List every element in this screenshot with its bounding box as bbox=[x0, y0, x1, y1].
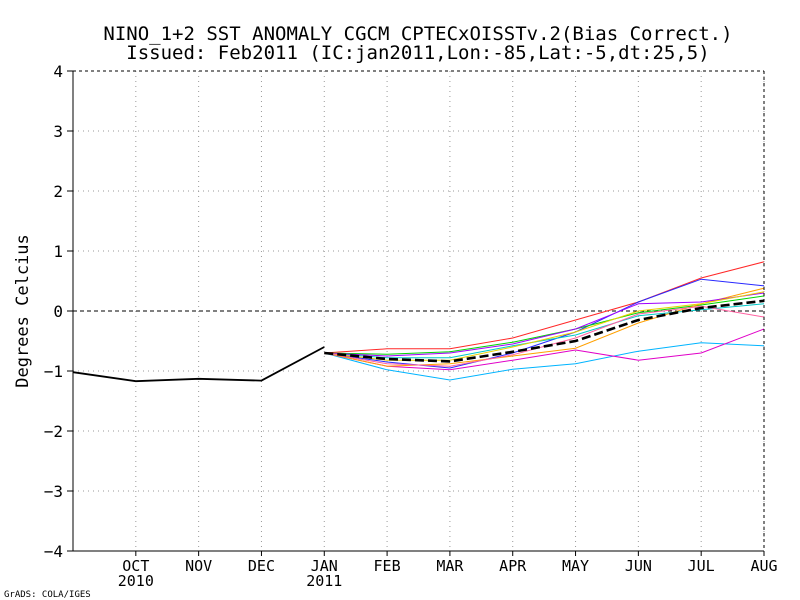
series-member-blue bbox=[324, 278, 765, 369]
y-tick-label: −4 bbox=[44, 542, 63, 561]
y-tick-label: 0 bbox=[53, 302, 63, 321]
x-tick-label: OCT bbox=[122, 557, 149, 575]
chart-title: NINO_1+2 SST ANOMALY CGCM CPTECxOISSTv.2… bbox=[103, 23, 732, 45]
series-member-cyan bbox=[324, 342, 765, 381]
y-tick-label: −2 bbox=[44, 422, 63, 441]
x-tick-label: APR bbox=[499, 557, 527, 575]
series-member-red bbox=[324, 261, 765, 354]
x-tick-label: JUL bbox=[688, 557, 715, 575]
x-tick-sublabel: 2011 bbox=[306, 572, 342, 590]
x-tick-label: DEC bbox=[248, 557, 275, 575]
series-member-green bbox=[324, 295, 765, 355]
x-tick-label: JAN bbox=[311, 557, 338, 575]
series-member-purple bbox=[324, 292, 765, 357]
x-tick-label: MAY bbox=[562, 557, 589, 575]
series-member-magenta bbox=[324, 328, 765, 371]
y-tick-label: 3 bbox=[53, 122, 63, 141]
x-tick-sublabel: 2010 bbox=[118, 572, 154, 590]
x-tick-label: NOV bbox=[185, 557, 212, 575]
y-tick-label: −1 bbox=[44, 362, 63, 381]
y-tick-label: 2 bbox=[53, 182, 63, 201]
footer-credit: GrADS: COLA/IGES bbox=[4, 590, 91, 600]
x-tick-label: FEB bbox=[374, 557, 401, 575]
y-tick-label: 1 bbox=[53, 242, 63, 261]
series-observed bbox=[72, 346, 325, 383]
y-axis-label: Degrees Celcius bbox=[13, 234, 33, 388]
y-tick-label: 4 bbox=[53, 62, 63, 81]
series-layer bbox=[72, 261, 765, 383]
chart-subtitle: Issued: Feb2011 (IC:jan2011,Lon:-85,Lat:… bbox=[126, 42, 709, 64]
y-tick-label: −3 bbox=[44, 482, 63, 501]
x-tick-label: MAR bbox=[436, 557, 464, 575]
x-tick-label: AUG bbox=[750, 557, 777, 575]
x-tick-label: JUN bbox=[625, 557, 652, 575]
series-ensemble-mean bbox=[324, 299, 765, 363]
